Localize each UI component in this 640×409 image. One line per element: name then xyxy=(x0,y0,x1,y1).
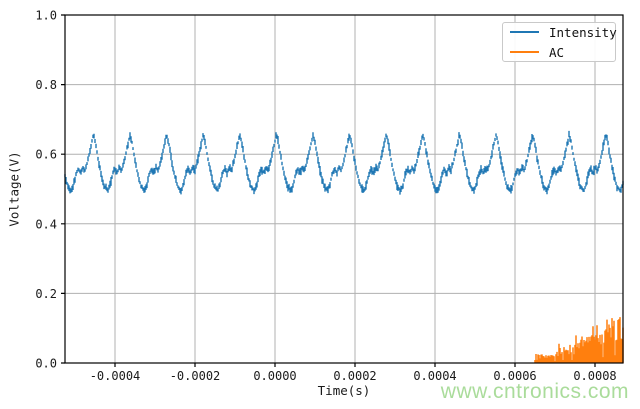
y-tick-labels: 0.0 0.2 0.4 0.6 0.8 1.0 xyxy=(35,9,57,371)
legend: Intensity AC xyxy=(502,22,617,62)
y-tick-label: 0.6 xyxy=(35,148,57,162)
ac-series xyxy=(534,317,624,363)
x-tick-label: -0.0002 xyxy=(170,369,221,383)
axes-spines xyxy=(64,14,624,364)
y-axis-title: Voltage(V) xyxy=(6,151,22,227)
y-tick-label: 0.4 xyxy=(35,217,57,231)
x-axis-title: Time(s) xyxy=(317,383,371,398)
x-tick-label: 0.0008 xyxy=(573,369,616,383)
legend-item-ac: AC xyxy=(510,45,607,60)
ac-legend-label: AC xyxy=(549,44,565,60)
x-tick-label: 0.0002 xyxy=(333,369,376,383)
tick-marks xyxy=(61,14,596,367)
watermark: www.cntronics.com xyxy=(440,380,629,403)
x-tick-label: 0.0004 xyxy=(413,369,456,383)
x-tick-label: -0.0004 xyxy=(90,369,141,383)
y-tick-label: 0.8 xyxy=(35,78,57,92)
intensity-line-swatch xyxy=(510,31,539,33)
grid-lines xyxy=(65,14,623,364)
intensity-legend-label: Intensity xyxy=(549,24,617,40)
x-tick-labels: -0.0004 -0.0002 0.0000 0.0002 0.0004 0.0006 0.… xyxy=(90,369,617,383)
y-tick-label: 0.0 xyxy=(35,357,57,371)
ac-line-swatch xyxy=(510,51,539,53)
y-tick-label: 0.2 xyxy=(35,287,57,301)
x-tick-label: 0.0006 xyxy=(493,369,536,383)
x-tick-label: 0.0000 xyxy=(253,369,296,383)
legend-item-intensity: Intensity xyxy=(510,25,617,40)
y-tick-label: 1.0 xyxy=(35,9,57,23)
intensity-series xyxy=(64,130,624,195)
